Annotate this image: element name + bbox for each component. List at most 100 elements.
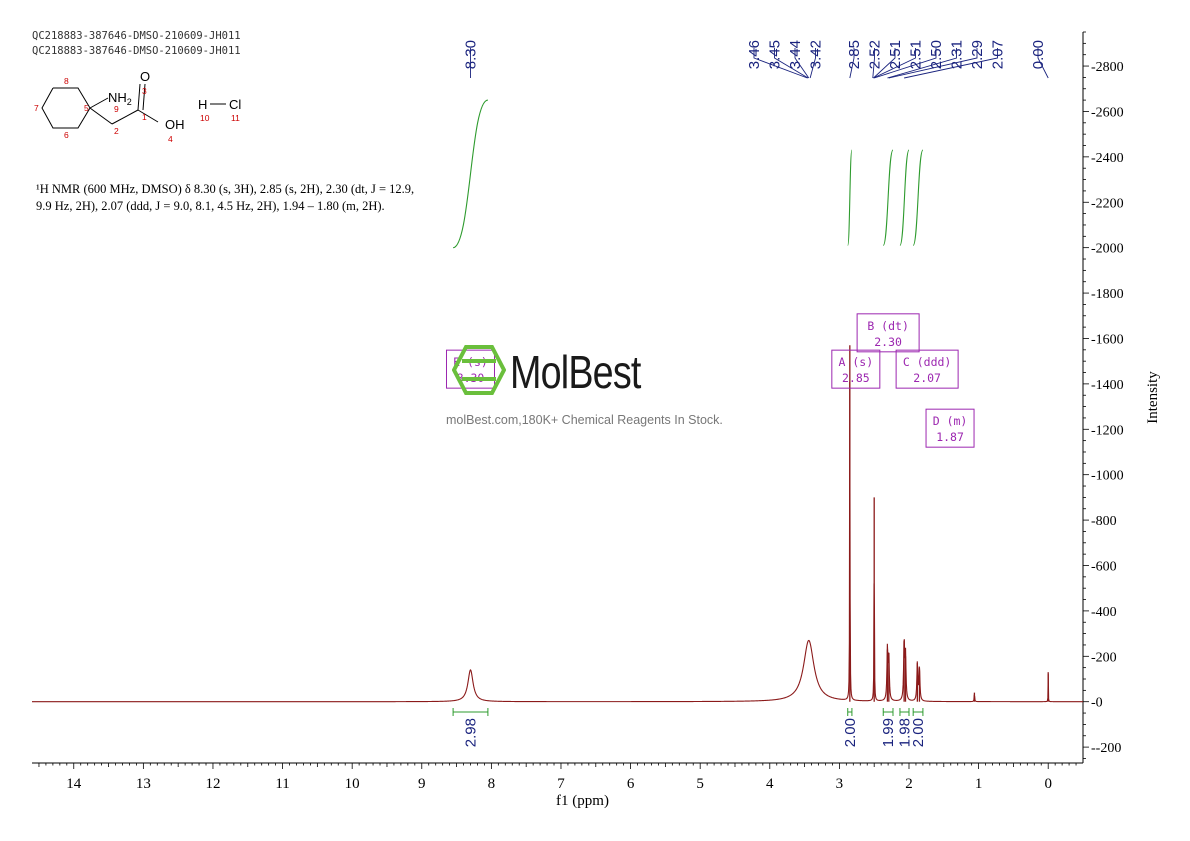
y-tick-label: -1600 — [1091, 332, 1124, 347]
oxygen-label: O — [140, 69, 150, 84]
atom-number: 5 — [84, 103, 89, 113]
peak-label-connector — [1037, 48, 1049, 79]
y-tick-label: -2200 — [1091, 196, 1124, 211]
peak-label: 3.42 — [808, 40, 825, 79]
peak-label-text: 3.44 — [787, 40, 804, 69]
y-tick-label: -1000 — [1091, 469, 1124, 484]
peak-label-connector — [873, 48, 896, 79]
multiplet-label: D (m) — [933, 414, 968, 428]
x-axis-label: f1 (ppm) — [556, 793, 609, 809]
peak-label-text: 3.45 — [767, 40, 784, 69]
multiplet-annotation: A (s) 2.85 — [831, 349, 881, 389]
peak-label-connector — [872, 48, 875, 79]
multiplet-box — [445, 349, 495, 389]
sample-id-line-1: QC218883-387646-DMSO-210609-JH011 — [32, 30, 241, 42]
x-tick-label: 2 — [905, 776, 913, 792]
integral-value: 2.00 — [842, 718, 859, 747]
y-tick-label: -200 — [1091, 650, 1117, 665]
x-tick-label: 12 — [205, 776, 220, 792]
peak-label-text: 3.46 — [746, 40, 763, 69]
y-tick-label: -2800 — [1091, 60, 1124, 75]
peak-label: 3.44 — [787, 40, 810, 79]
atom-number: 7 — [34, 103, 39, 113]
multiplet-value: 2.07 — [913, 371, 941, 385]
chlorine-label: Cl — [229, 97, 241, 112]
peak-label-connector — [873, 48, 916, 79]
hydroxyl-label: OH — [165, 117, 185, 132]
multiplet-value: 1.87 — [936, 430, 964, 444]
atom-number: 9 — [114, 104, 119, 114]
peak-label-text: 2.51 — [908, 40, 925, 69]
x-tick-label: 9 — [418, 776, 426, 792]
peak-label-text: 2.31 — [949, 40, 966, 69]
peak-label-text: 2.52 — [867, 40, 884, 69]
multiplet-label: B (dt) — [867, 319, 909, 333]
peak-label-connector — [904, 48, 998, 79]
x-tick-label: 3 — [836, 776, 844, 792]
peak-label-connector — [887, 48, 957, 79]
multiplet-label: C (ddd) — [903, 355, 951, 369]
multiplet-value: 2.85 — [842, 371, 870, 385]
peak-label-connector — [874, 48, 937, 79]
atom-number: 1 — [142, 112, 147, 122]
peak-label-connector — [774, 48, 809, 79]
y-tick-label: -1800 — [1091, 287, 1124, 302]
y-tick-label: -0 — [1091, 696, 1103, 711]
y-tick-label: -2400 — [1091, 151, 1124, 166]
multiplet-label: A (s) — [839, 355, 874, 369]
multiplet-value: 2.30 — [874, 335, 902, 349]
multiplet-box — [856, 313, 920, 353]
spectrum-line — [32, 381, 1083, 703]
peak-label-text: 8.30 — [462, 40, 479, 69]
peak-label: 2.52 — [867, 40, 884, 79]
peak-label-connector — [809, 48, 816, 79]
x-tick-label: 14 — [66, 776, 82, 792]
x-tick-label: 5 — [696, 776, 704, 792]
peak-label-text: 2.85 — [846, 40, 863, 69]
peak-label-text: 0.00 — [1030, 40, 1047, 69]
peak-label-text: 3.42 — [808, 40, 825, 69]
peak-label: 0.00 — [1030, 40, 1049, 79]
y-tick-label: -1400 — [1091, 378, 1124, 393]
y-tick-label: -1200 — [1091, 423, 1124, 438]
x-tick-label: 13 — [136, 776, 151, 792]
peak-label: 2.50 — [874, 40, 945, 79]
peak-label-text: 2.07 — [990, 40, 1007, 69]
y-tick-label: -800 — [1091, 514, 1117, 529]
multiplet-annotation: B (dt) 2.30 — [856, 313, 920, 353]
atom-number: 3 — [142, 86, 147, 96]
x-tick-label: 8 — [488, 776, 496, 792]
x-tick-label: 1 — [975, 776, 983, 792]
peak-label-connector — [794, 48, 810, 79]
watermark-brand: MolBest — [510, 346, 641, 398]
chemical-structure: NH2 O OH H Cl 8 7 6 5 9 3 2 1 4 10 11 — [34, 69, 241, 144]
x-tick-label: 6 — [627, 776, 635, 792]
peak-label-connector — [849, 48, 855, 79]
nh2-label: NH2 — [108, 90, 132, 107]
integral-value: 2.98 — [462, 718, 479, 747]
watermark-text: molBest.com,180K+ Chemical Reagents In S… — [446, 413, 723, 427]
y-tick-label: -2600 — [1091, 105, 1124, 120]
atom-number: 6 — [64, 130, 69, 140]
hexagon-logo-icon — [452, 345, 506, 395]
x-tick-label: 4 — [766, 776, 774, 792]
hydrogen-label: H — [198, 97, 207, 112]
peak-label-connector — [888, 48, 978, 79]
peak-label-text: 2.29 — [969, 40, 986, 69]
y-tick-label: -400 — [1091, 605, 1117, 620]
peak-label-text: 2.50 — [928, 40, 945, 69]
peak-label: 2.85 — [846, 40, 863, 79]
integral-curve — [847, 149, 853, 246]
multiplet-box — [895, 349, 959, 389]
atom-number: 8 — [64, 76, 69, 86]
y-tick-label: -2000 — [1091, 242, 1124, 257]
atom-number: 2 — [114, 126, 119, 136]
integral-curve — [912, 149, 924, 246]
peak-label: 3.45 — [767, 40, 809, 79]
atom-number: 10 — [200, 113, 210, 123]
x-tick-label: 10 — [345, 776, 360, 792]
integral-value: 1.98 — [896, 718, 913, 747]
multiplet-box — [925, 408, 975, 448]
y-tick-label: -600 — [1091, 559, 1117, 574]
